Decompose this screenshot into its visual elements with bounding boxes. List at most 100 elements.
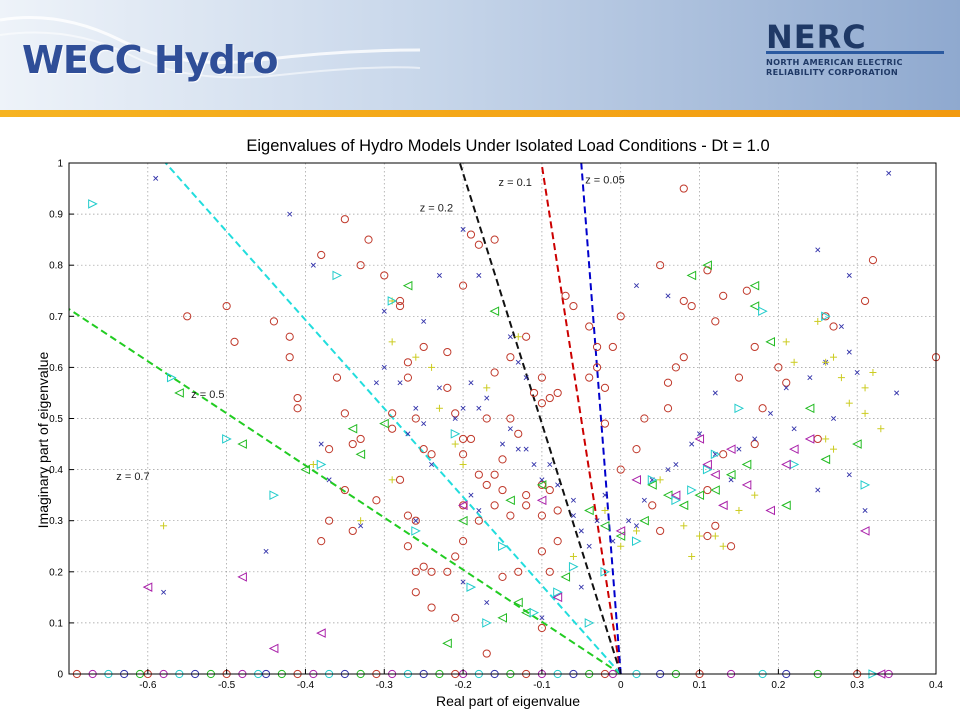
- data-point-circle: [388, 409, 397, 418]
- x-stroke: [523, 446, 529, 452]
- data-point-plus: [632, 527, 640, 535]
- data-point-triangle-left: [852, 439, 862, 449]
- data-point-circle: [585, 322, 594, 331]
- data-point-triangle-right: [498, 541, 508, 552]
- data-point-circle: [663, 378, 673, 387]
- data-point-x: [515, 446, 521, 452]
- x-stroke: [610, 538, 616, 544]
- data-point-plus: [617, 542, 625, 550]
- data-point-x: [523, 375, 529, 381]
- x-stroke: [468, 492, 474, 498]
- data-point-x: [468, 380, 474, 386]
- data-point-circle: [458, 450, 468, 459]
- data-point-x: [397, 380, 403, 386]
- damping-line-label: z = 0.2: [420, 203, 453, 215]
- data-point-circle: [458, 281, 468, 290]
- data-point-triangle-left: [505, 495, 515, 506]
- data-point-triangle-left: [560, 572, 571, 582]
- x-tick-label: -0.6: [139, 680, 157, 691]
- data-point-circle: [648, 501, 657, 510]
- data-point-plus: [412, 353, 420, 361]
- data-point-triangle-purple: [741, 480, 752, 490]
- data-point-triangle-left: [820, 454, 831, 465]
- data-point-triangle-right: [671, 495, 682, 506]
- data-point-triangle-right: [631, 536, 642, 546]
- data-point-circle: [750, 439, 759, 449]
- x-stroke: [436, 272, 442, 278]
- data-point-triangle-purple: [670, 490, 681, 500]
- data-point-plus: [451, 440, 459, 448]
- data-point-circle: [782, 378, 791, 387]
- data-point-circle: [553, 537, 562, 546]
- data-point-triangle-left: [678, 500, 689, 511]
- data-point-x: [531, 461, 537, 468]
- data-point-circle: [529, 388, 539, 398]
- data-point-triangle-right: [687, 485, 697, 495]
- damping-line-label: z = 0.5: [191, 389, 224, 401]
- data-point-circle: [813, 434, 822, 444]
- data-point-circle: [356, 261, 365, 270]
- data-point-triangle-left: [355, 449, 366, 460]
- data-point-triangle-purple: [631, 475, 641, 485]
- data-point-triangle-left: [442, 638, 452, 649]
- x-stroke: [838, 324, 844, 330]
- data-point-circle: [545, 485, 554, 495]
- x-stroke: [476, 405, 482, 411]
- data-point-circle: [474, 240, 483, 249]
- data-point-circle: [656, 261, 665, 270]
- x-axis-label: Real part of eigenvalue: [436, 693, 580, 709]
- data-point-x: [373, 380, 379, 386]
- data-point-x: [484, 599, 490, 605]
- data-point-triangle-left: [639, 515, 649, 526]
- data-point-triangle-right: [568, 561, 579, 572]
- data-point-triangle-left: [647, 480, 657, 490]
- data-point-x: [476, 405, 482, 411]
- data-point-triangle-purple: [142, 582, 153, 592]
- data-point-x: [610, 538, 616, 544]
- data-point-circle: [348, 526, 357, 536]
- data-point-plus: [696, 532, 704, 540]
- data-point-circle: [498, 572, 507, 582]
- x-stroke: [807, 375, 813, 381]
- data-point-plus: [711, 532, 719, 540]
- data-point-triangle-right: [821, 311, 831, 322]
- x-stroke: [854, 369, 860, 376]
- data-point-circle: [411, 588, 420, 597]
- data-point-triangle-right: [332, 270, 343, 281]
- data-point-x: [310, 262, 316, 268]
- data-point-triangle-purple: [268, 643, 279, 654]
- data-point-x: [429, 461, 435, 468]
- data-point-x: [570, 513, 576, 519]
- x-stroke: [452, 415, 458, 422]
- data-point-circle: [750, 342, 759, 352]
- x-stroke: [689, 441, 695, 447]
- data-point-x: [523, 446, 529, 452]
- data-point-circle: [348, 439, 357, 449]
- data-point-plus: [388, 476, 396, 484]
- data-point-triangle-left: [347, 423, 358, 434]
- data-point-x: [602, 492, 608, 498]
- data-point-circle: [537, 373, 547, 382]
- damping-line-label: z = 0.05: [585, 174, 624, 186]
- data-point-circle: [482, 649, 491, 658]
- data-point-circle: [561, 291, 570, 300]
- data-point-circle: [774, 363, 783, 372]
- data-point-triangle-purple: [781, 459, 791, 470]
- data-point-x: [815, 247, 821, 253]
- data-point-circle: [474, 470, 483, 479]
- data-point-circle: [419, 562, 428, 571]
- damping-line: [580, 162, 622, 675]
- data-point-circle: [427, 567, 436, 576]
- x-stroke: [578, 584, 584, 590]
- x-stroke: [318, 441, 324, 447]
- data-point-x: [641, 497, 647, 503]
- y-tick-label: 1: [57, 159, 63, 170]
- data-point-triangle-purple: [859, 526, 870, 536]
- x-stroke: [153, 175, 159, 181]
- x-stroke: [673, 461, 679, 468]
- x-stroke: [310, 262, 316, 268]
- data-point-circle: [403, 358, 413, 367]
- data-point-plus: [837, 374, 845, 382]
- data-point-circle: [443, 347, 452, 357]
- x-stroke: [633, 523, 640, 529]
